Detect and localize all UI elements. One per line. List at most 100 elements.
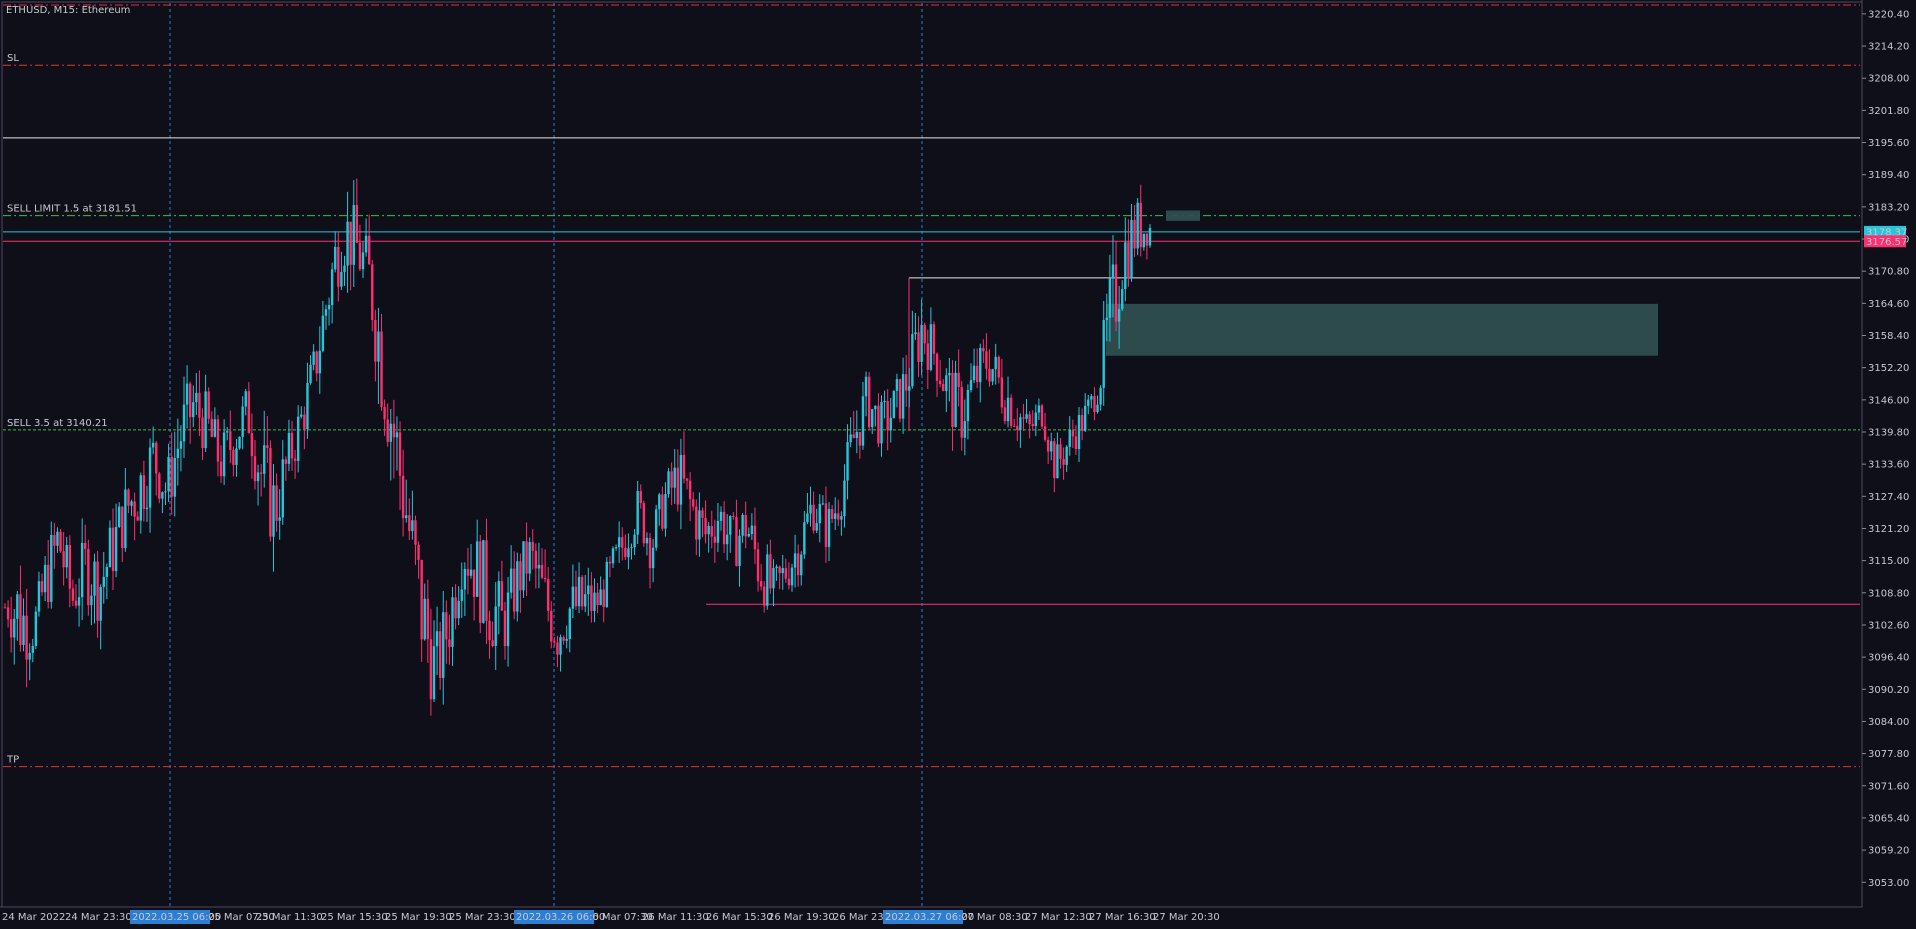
candle-body (858, 432, 862, 446)
candle-body (330, 269, 334, 306)
candle-body (738, 535, 741, 567)
candle-body (207, 391, 210, 419)
candle-body (821, 503, 825, 505)
candle-body (534, 550, 538, 569)
candle-body (1065, 446, 1068, 465)
candle-body (895, 379, 899, 391)
candle-body (627, 548, 630, 558)
candle-body (1009, 397, 1013, 426)
candle-body (290, 432, 294, 459)
y-tick-label: 3152.20 (1868, 363, 1909, 374)
candle-body (296, 416, 300, 461)
candle-body (531, 542, 534, 551)
candle-body (321, 315, 325, 351)
candle-body (442, 612, 445, 678)
candle-body (957, 372, 960, 388)
candle-body (994, 356, 997, 370)
candle-body (96, 561, 99, 621)
y-tick-label: 3121.20 (1868, 524, 1909, 535)
candle-body (781, 568, 784, 574)
candle-body (62, 551, 65, 568)
candle-body (979, 347, 982, 383)
candle-body (1071, 430, 1075, 437)
candle-body (562, 637, 565, 641)
candle-body (371, 264, 374, 321)
candle-body (633, 534, 636, 548)
candle-body (800, 554, 803, 576)
candle-body (398, 432, 402, 476)
candle-body (259, 472, 263, 474)
candle-body (880, 402, 883, 444)
candle-body (40, 581, 44, 593)
candle-body (553, 641, 556, 643)
candle-body (1142, 233, 1146, 248)
candle-body (281, 459, 284, 518)
candle-body (364, 235, 368, 253)
candle-body (448, 639, 451, 647)
y-tick-label: 3096.40 (1868, 653, 1909, 664)
candle-body (587, 585, 590, 595)
candle-body (148, 447, 152, 508)
candle-body (846, 442, 849, 481)
candle-body (352, 205, 355, 265)
candle-body (593, 592, 596, 611)
candle-body (1133, 219, 1136, 249)
candle-body (136, 516, 139, 521)
candle-body (827, 509, 831, 547)
candle-body (969, 380, 973, 390)
candle-body (158, 473, 161, 499)
candle-body (367, 235, 371, 265)
candle-body (34, 611, 38, 646)
candle-body (355, 205, 359, 243)
candle-body (232, 450, 235, 465)
candle-body (188, 383, 192, 418)
candle-body (617, 537, 621, 548)
y-tick-label: 3146.00 (1868, 395, 1909, 406)
y-tick-label: 3053.00 (1868, 878, 1909, 889)
candle-body (380, 331, 383, 407)
candle-body (142, 475, 146, 509)
candle-body (735, 517, 738, 567)
candle-body (648, 537, 652, 569)
candle-body (1062, 458, 1065, 465)
candle-body (343, 265, 346, 273)
candle-body (475, 541, 479, 597)
candle-body (263, 445, 266, 474)
candle-body (451, 597, 454, 647)
candle-body (750, 525, 754, 535)
candle-body (704, 517, 707, 535)
candle-body (401, 475, 405, 519)
candle-body (435, 631, 439, 647)
candle-body (753, 525, 757, 550)
candle-body (460, 589, 463, 601)
candle-body (676, 467, 680, 505)
candle-body (707, 526, 710, 535)
x-tick-label: 25 Mar 15:30 (321, 912, 388, 923)
candle-body (303, 414, 306, 430)
candle-body (725, 534, 729, 545)
candle-body (130, 501, 133, 506)
chart-title: ETHUSD, M15: Ethereum (6, 5, 130, 16)
candle-body (599, 589, 602, 606)
candle-body (395, 432, 399, 438)
candle-body (972, 365, 976, 381)
supply-zone-2[interactable] (1106, 303, 1658, 356)
candle-body (914, 332, 917, 335)
candle-body (747, 534, 750, 537)
y-tick-label: 3102.60 (1868, 620, 1909, 631)
candle-body (695, 506, 698, 540)
x-highlight-label: 2022.03.26 06:00 (516, 912, 605, 923)
candle-body (241, 406, 244, 437)
candle-body (664, 494, 667, 529)
candle-body (414, 520, 417, 545)
candle-body (769, 554, 772, 589)
candle-body (47, 564, 50, 602)
candle-body (917, 332, 920, 362)
supply-zone-1[interactable] (1166, 210, 1200, 221)
candle-body (867, 376, 871, 428)
candle-body (50, 535, 53, 602)
candle-body (219, 461, 223, 477)
candle-body (590, 585, 593, 611)
